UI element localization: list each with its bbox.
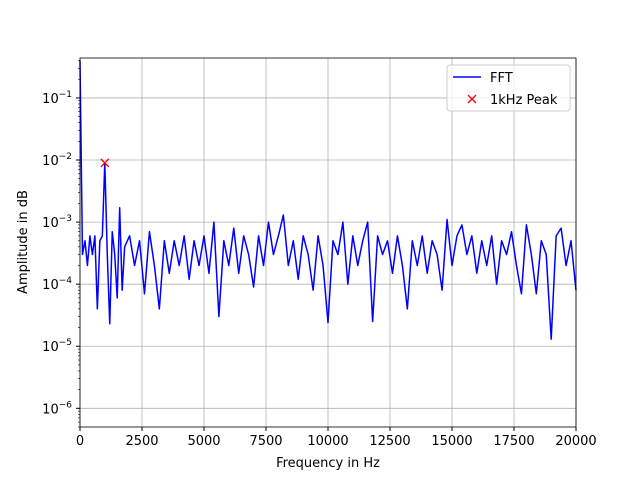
y-tick-label: 10−4: [42, 276, 72, 293]
legend-label: FFT: [490, 71, 513, 86]
x-tick-label: 20000: [555, 434, 596, 449]
axes-frame: [79, 57, 577, 428]
x-tick-label: 15000: [431, 434, 472, 449]
tick-exponent: −1: [59, 90, 72, 100]
x-tick-label: 2500: [125, 434, 158, 449]
x-tick-label: 17500: [493, 434, 534, 449]
tick-exponent: −5: [59, 338, 72, 348]
y-tick-label: 10−5: [42, 338, 72, 355]
legend-label: 1kHz Peak: [490, 93, 558, 108]
y-tick-label: 10−3: [42, 214, 72, 231]
x-tick-label: 7500: [249, 434, 282, 449]
legend-marker: [467, 94, 477, 104]
tick-base: 10: [42, 340, 59, 355]
x-tick-label: 5000: [187, 434, 220, 449]
y-tick-label: 10−1: [42, 90, 72, 107]
tick-exponent: −6: [59, 400, 73, 410]
x-tick-label: 0: [76, 434, 84, 449]
tick-base: 10: [42, 154, 59, 169]
fft-line: [79, 60, 577, 340]
tick-exponent: −3: [59, 214, 72, 224]
tick-exponent: −2: [59, 152, 72, 162]
y-tick-label: 10−6: [42, 400, 72, 417]
x-axis-label: Frequency in Hz: [276, 456, 380, 471]
tick-base: 10: [42, 216, 59, 231]
tick-exponent: −4: [59, 276, 73, 286]
y-axis-label: Amplitude in dB: [16, 190, 31, 294]
tick-base: 10: [42, 402, 59, 417]
tick-base: 10: [42, 278, 59, 293]
peak-marker: [100, 158, 110, 168]
x-tick-label: 12500: [369, 434, 410, 449]
x-tick-label: 10000: [307, 434, 348, 449]
tick-base: 10: [42, 92, 59, 107]
y-tick-label: 10−2: [42, 152, 72, 169]
